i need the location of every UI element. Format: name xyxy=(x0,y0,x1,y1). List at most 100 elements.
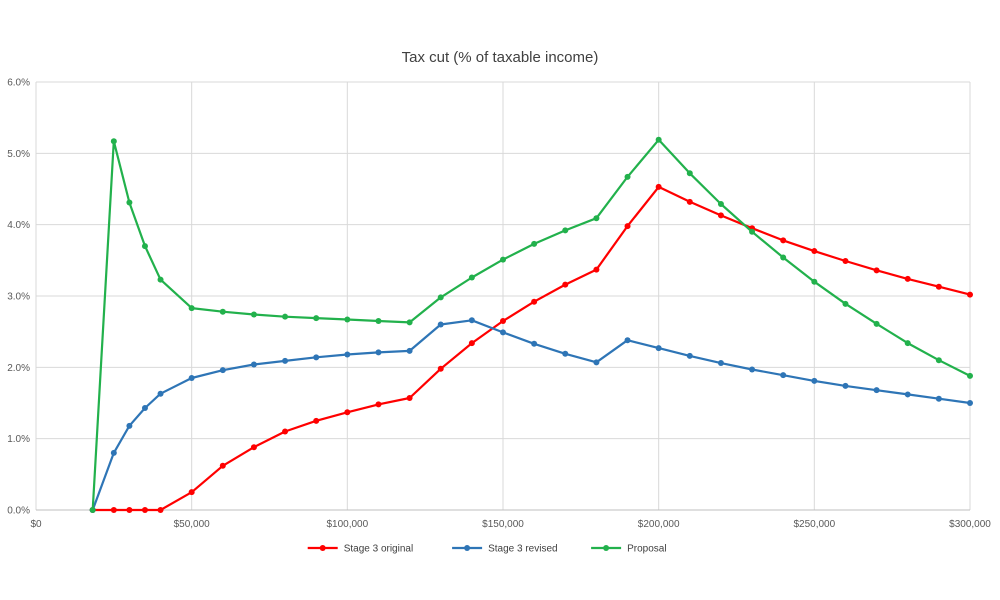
data-point-stage3-original xyxy=(904,275,911,282)
data-point-stage3-revised xyxy=(188,375,195,382)
legend-label-stage3-revised: Stage 3 revised xyxy=(488,544,557,555)
data-point-stage3-original xyxy=(157,507,164,513)
legend-item-proposal: Proposal xyxy=(591,544,667,555)
data-point-stage3-revised xyxy=(437,321,444,328)
data-point-stage3-revised xyxy=(157,390,164,397)
data-point-stage3-revised xyxy=(406,347,413,354)
data-point-proposal xyxy=(219,308,226,315)
x-tick-label: $150,000 xyxy=(482,519,524,530)
legend-label-proposal: Proposal xyxy=(627,544,666,555)
data-point-stage3-revised xyxy=(624,337,631,344)
data-point-proposal xyxy=(313,315,320,322)
legend: Stage 3 original Stage 3 revised Proposal xyxy=(307,544,667,555)
x-tick-label: $200,000 xyxy=(638,519,680,530)
data-point-proposal xyxy=(126,199,133,206)
x-tick-label: $100,000 xyxy=(326,519,368,530)
data-point-stage3-revised xyxy=(593,359,600,366)
series-stage3-revised xyxy=(89,317,973,513)
data-point-stage3-revised xyxy=(749,366,756,373)
data-point-stage3-original xyxy=(624,223,631,230)
data-point-stage3-original xyxy=(250,444,257,451)
data-point-proposal xyxy=(935,357,942,364)
data-point-stage3-revised xyxy=(935,395,942,402)
data-point-stage3-revised xyxy=(344,351,351,358)
data-point-proposal xyxy=(904,340,911,347)
data-point-proposal xyxy=(500,256,506,263)
data-point-stage3-revised xyxy=(375,349,382,356)
data-point-proposal xyxy=(406,319,413,326)
axes: 0.0% 1.0% 2.0% 3.0% 4.0% 5.0% 6.0% $0 $50,000 $10… xyxy=(7,78,991,531)
data-point-stage3-revised xyxy=(110,449,117,456)
gridlines xyxy=(35,81,971,511)
data-point-stage3-original xyxy=(375,401,382,408)
data-point-stage3-original xyxy=(141,507,148,513)
data-point-stage3-original xyxy=(282,428,289,435)
data-point-stage3-original xyxy=(593,266,600,273)
data-point-proposal xyxy=(780,254,787,261)
data-point-stage3-original xyxy=(686,198,693,205)
data-point-stage3-revised xyxy=(717,360,724,367)
legend-item-stage3-revised: Stage 3 revised xyxy=(452,544,558,555)
data-point-stage3-original xyxy=(935,283,942,290)
data-point-proposal xyxy=(375,317,382,324)
data-point-proposal xyxy=(250,311,257,318)
data-point-stage3-original xyxy=(126,507,133,513)
data-point-stage3-original xyxy=(531,298,538,305)
y-tick-label: 2.0% xyxy=(7,363,30,374)
y-tick-label: 4.0% xyxy=(7,220,30,231)
data-point-proposal xyxy=(562,227,569,234)
data-point-stage3-original xyxy=(967,291,973,298)
data-point-proposal xyxy=(593,215,600,222)
data-point-stage3-revised xyxy=(655,345,662,352)
y-tick-label: 3.0% xyxy=(7,292,30,303)
data-point-proposal xyxy=(749,228,756,235)
y-tick-label: 1.0% xyxy=(7,434,30,445)
data-point-proposal xyxy=(344,316,351,323)
data-point-proposal xyxy=(686,170,693,177)
data-point-stage3-revised xyxy=(313,354,320,361)
data-point-stage3-original xyxy=(811,248,818,255)
data-point-stage3-revised xyxy=(873,387,880,394)
data-point-stage3-original xyxy=(873,267,880,274)
data-point-stage3-revised xyxy=(250,361,257,368)
data-point-stage3-revised xyxy=(500,329,506,336)
data-point-proposal xyxy=(655,136,662,143)
data-point-proposal xyxy=(157,276,164,283)
data-point-stage3-original xyxy=(437,365,444,372)
data-point-stage3-revised xyxy=(967,400,973,406)
y-tick-label: 6.0% xyxy=(7,78,30,89)
series-line-proposal xyxy=(91,138,971,511)
data-point-proposal xyxy=(873,320,880,327)
data-point-stage3-original xyxy=(500,317,506,324)
y-tick-label: 5.0% xyxy=(7,149,30,160)
data-point-stage3-revised xyxy=(468,317,475,324)
data-point-stage3-revised xyxy=(842,382,849,389)
data-point-proposal xyxy=(188,305,195,312)
x-tick-label: $0 xyxy=(30,519,42,530)
legend-marker-stage3-original xyxy=(319,545,326,551)
y-tick-label: 0.0% xyxy=(7,506,30,517)
legend-label-stage3-original: Stage 3 original xyxy=(344,544,414,555)
data-point-proposal xyxy=(141,243,148,250)
data-point-stage3-revised xyxy=(686,352,693,359)
data-point-stage3-revised xyxy=(141,404,148,411)
data-point-proposal xyxy=(967,372,973,379)
data-point-stage3-original xyxy=(468,340,475,347)
series-layer xyxy=(89,136,973,513)
x-tick-label: $250,000 xyxy=(793,519,835,530)
data-point-proposal xyxy=(437,294,444,301)
series-line-stage3-revised xyxy=(91,319,971,511)
data-point-stage3-revised xyxy=(219,367,226,374)
data-point-stage3-original xyxy=(780,237,787,244)
data-point-stage3-revised xyxy=(531,340,538,347)
data-point-proposal xyxy=(842,300,849,307)
data-point-stage3-original xyxy=(344,409,351,416)
data-point-stage3-revised xyxy=(562,350,569,357)
data-point-proposal xyxy=(468,274,475,281)
data-point-proposal xyxy=(531,240,538,247)
legend-marker-stage3-revised xyxy=(464,545,471,551)
data-point-proposal xyxy=(717,200,724,207)
data-point-proposal xyxy=(282,313,289,320)
